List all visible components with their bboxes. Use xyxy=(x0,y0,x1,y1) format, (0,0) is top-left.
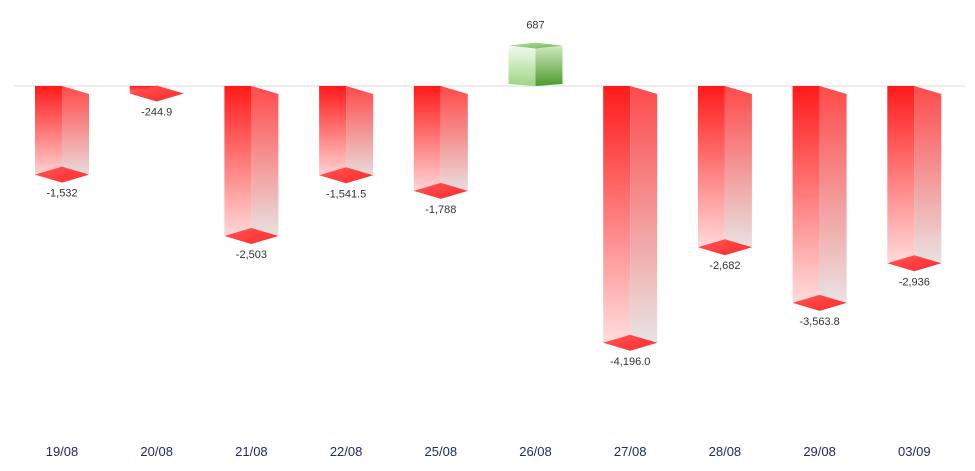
x-tick-label: 21/08 xyxy=(235,444,268,459)
value-labels-group: -1,532 -244.9 -2,503 -1,541.5 -1,788 687 -4,19… xyxy=(46,20,930,368)
x-tick-label: 20/08 xyxy=(140,444,173,459)
bar-value-label: -3,563.8 xyxy=(799,316,839,328)
bar xyxy=(224,86,279,244)
bar-side-face xyxy=(724,86,752,256)
bar xyxy=(697,86,752,256)
bar-value-label: -244.9 xyxy=(141,106,172,118)
bar-cap xyxy=(413,182,468,199)
bar-value-label: 687 xyxy=(526,20,544,32)
x-tick-label: 28/08 xyxy=(709,444,742,459)
bar-value-label: -4,196.0 xyxy=(610,356,650,368)
bar-side-face xyxy=(630,86,658,351)
bar-value-label: -2,503 xyxy=(236,249,267,261)
bar-front-face xyxy=(224,86,252,244)
bar-cap xyxy=(319,167,374,184)
bar-side-face xyxy=(346,86,374,184)
bar-front-face xyxy=(319,86,347,184)
x-axis-ticks: 19/08 20/08 21/08 22/08 25/08 26/08 27/08 28/08… xyxy=(46,444,931,459)
bar xyxy=(603,86,658,351)
bar-front-face xyxy=(413,86,441,199)
bar xyxy=(35,86,89,183)
bar-front-face xyxy=(697,86,725,256)
bar-front-face xyxy=(792,86,820,311)
x-tick-label: 03/09 xyxy=(898,444,931,459)
bar-value-label: -2,936 xyxy=(899,276,930,288)
bar-cap xyxy=(129,85,184,102)
x-tick-label: 26/08 xyxy=(519,444,552,459)
bar xyxy=(887,86,942,272)
bar-front-face xyxy=(887,86,915,272)
x-tick-label: 25/08 xyxy=(425,444,458,459)
bar xyxy=(508,42,563,86)
bar xyxy=(319,86,374,184)
x-tick-label: 27/08 xyxy=(614,444,647,459)
bar-cap xyxy=(697,239,752,256)
bar-side-face xyxy=(251,86,279,244)
bar-side-face xyxy=(62,86,89,183)
bar-cap xyxy=(792,294,847,311)
bar-cap xyxy=(224,227,279,244)
bar-value-label: -1,541.5 xyxy=(326,188,366,200)
x-tick-label: 19/08 xyxy=(46,444,79,459)
bar-value-label: -1,532 xyxy=(46,188,77,200)
x-tick-label: 29/08 xyxy=(803,444,836,459)
bar-cap xyxy=(887,255,942,272)
bar-side-face xyxy=(914,86,942,272)
bar-side-face xyxy=(535,45,563,86)
bar xyxy=(129,85,184,102)
bar-side-face xyxy=(819,86,847,311)
bar xyxy=(792,86,847,311)
bar-value-label: -1,788 xyxy=(425,204,456,216)
bar-value-label: -2,682 xyxy=(709,260,740,272)
bar-front-face xyxy=(508,45,536,86)
bar xyxy=(413,86,468,199)
x-tick-label: 22/08 xyxy=(330,444,363,459)
bar-side-face xyxy=(440,86,468,199)
bar-front-face xyxy=(603,86,631,351)
bar-cap xyxy=(603,334,658,351)
bar-front-face xyxy=(35,86,62,183)
bars-group xyxy=(35,42,942,351)
bar-cap xyxy=(35,166,89,183)
